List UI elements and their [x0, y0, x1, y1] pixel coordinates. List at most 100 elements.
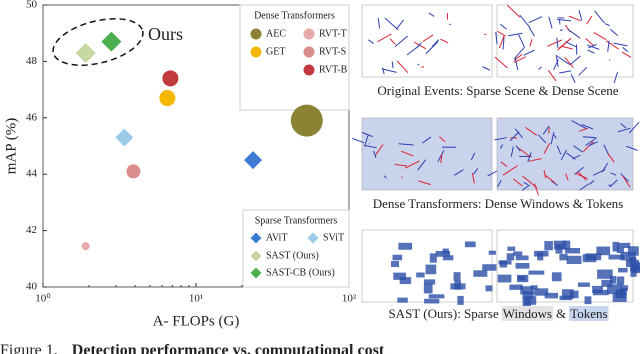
event-stroke	[550, 131, 555, 145]
event-stroke	[502, 37, 505, 50]
event-stroke	[364, 145, 377, 149]
token	[518, 275, 526, 281]
event-stroke	[578, 10, 583, 21]
event-stroke	[588, 44, 597, 49]
event-stroke	[578, 127, 589, 132]
figure-caption-part: Figure 1.	[0, 342, 58, 354]
caption-part: SAST (Ours): Sparse	[388, 306, 498, 321]
event-stroke	[527, 152, 532, 163]
event-image	[361, 117, 493, 191]
token	[428, 294, 445, 299]
token	[423, 283, 433, 294]
token	[609, 276, 617, 284]
token	[544, 292, 559, 299]
token	[617, 267, 628, 273]
token	[562, 240, 571, 250]
event-stroke	[537, 134, 547, 144]
token	[577, 282, 590, 287]
event-stroke	[607, 40, 610, 52]
event-stroke	[500, 23, 507, 30]
y-tick-label: 50	[26, 0, 38, 11]
caption-highlight	[569, 305, 609, 321]
token	[569, 290, 579, 299]
caption-part: Original Events: Sparse Scene & Dense Sc…	[377, 83, 618, 98]
event-stroke	[517, 147, 532, 158]
event-stroke	[565, 41, 577, 48]
token	[607, 284, 623, 295]
token	[597, 269, 613, 279]
event-stroke	[534, 183, 540, 196]
ours-annotation: Ours	[148, 24, 183, 44]
token	[515, 263, 530, 269]
event-stroke	[609, 59, 611, 61]
legend-marker	[307, 232, 319, 244]
token	[559, 253, 568, 261]
event-stroke	[497, 30, 506, 37]
token	[497, 274, 512, 283]
point	[126, 164, 141, 179]
event-stroke	[521, 184, 530, 191]
event-stroke	[556, 37, 559, 48]
token	[416, 272, 425, 278]
x-tick-label: 10¹	[189, 293, 203, 305]
legend-label: AEC	[266, 28, 286, 39]
legend-marker	[250, 28, 262, 40]
token	[566, 255, 582, 265]
event-stroke	[581, 124, 593, 130]
event-stroke	[422, 136, 432, 144]
event-stroke	[558, 19, 561, 25]
event-stroke	[384, 17, 399, 31]
event-stroke	[428, 12, 435, 17]
event-stroke	[523, 49, 535, 56]
legend-label: RVT-T	[319, 28, 347, 39]
y-tick-label: 48	[26, 55, 38, 67]
legend-label: SAST-CB (Ours)	[266, 267, 335, 278]
x-tick-label: 10²	[342, 293, 357, 305]
event-stroke	[564, 56, 574, 68]
event-stroke	[470, 152, 476, 161]
figure-caption-part: Detection performance vs. computational …	[72, 342, 385, 354]
point	[75, 42, 96, 63]
token	[442, 248, 449, 254]
event-stroke	[421, 66, 425, 68]
event-stroke	[566, 152, 576, 160]
token	[393, 272, 407, 280]
event-stroke	[610, 172, 617, 176]
token	[391, 261, 399, 268]
event-stroke	[367, 39, 374, 44]
event-stroke	[528, 158, 542, 162]
legend-marker	[303, 64, 315, 76]
event-stroke	[525, 126, 538, 136]
event-stroke	[625, 145, 638, 151]
event-stroke	[603, 144, 610, 156]
token	[524, 296, 537, 305]
event-stroke	[529, 39, 533, 47]
x-axis-label: A- FLOPs (G)	[153, 313, 240, 329]
legend-label: SViT	[323, 232, 344, 243]
event-stroke	[556, 145, 562, 155]
event-stroke	[498, 35, 505, 49]
ours-ellipse	[52, 18, 144, 66]
token	[592, 285, 603, 293]
caption-part: Dense Transformers: Dense Windows & Toke…	[373, 196, 624, 211]
legend-label: AViT	[266, 232, 287, 243]
token	[620, 288, 627, 295]
caption-part: Windows	[503, 306, 552, 321]
token	[464, 241, 476, 248]
event-stroke	[547, 70, 557, 82]
token	[585, 253, 602, 261]
legend-title: Dense Transformers	[254, 10, 335, 21]
y-tick-label: 46	[26, 111, 38, 123]
event-stroke	[373, 150, 377, 158]
event-stroke	[471, 172, 475, 184]
event-stroke	[605, 40, 619, 50]
token	[584, 296, 592, 305]
event-stroke	[508, 32, 523, 37]
event-stroke	[494, 56, 508, 69]
token	[561, 289, 574, 299]
caption-part: Tokens	[570, 306, 607, 321]
panel-caption: Dense Transformers: Dense Windows & Toke…	[373, 196, 624, 211]
token	[397, 297, 408, 303]
legend-marker	[250, 232, 262, 244]
